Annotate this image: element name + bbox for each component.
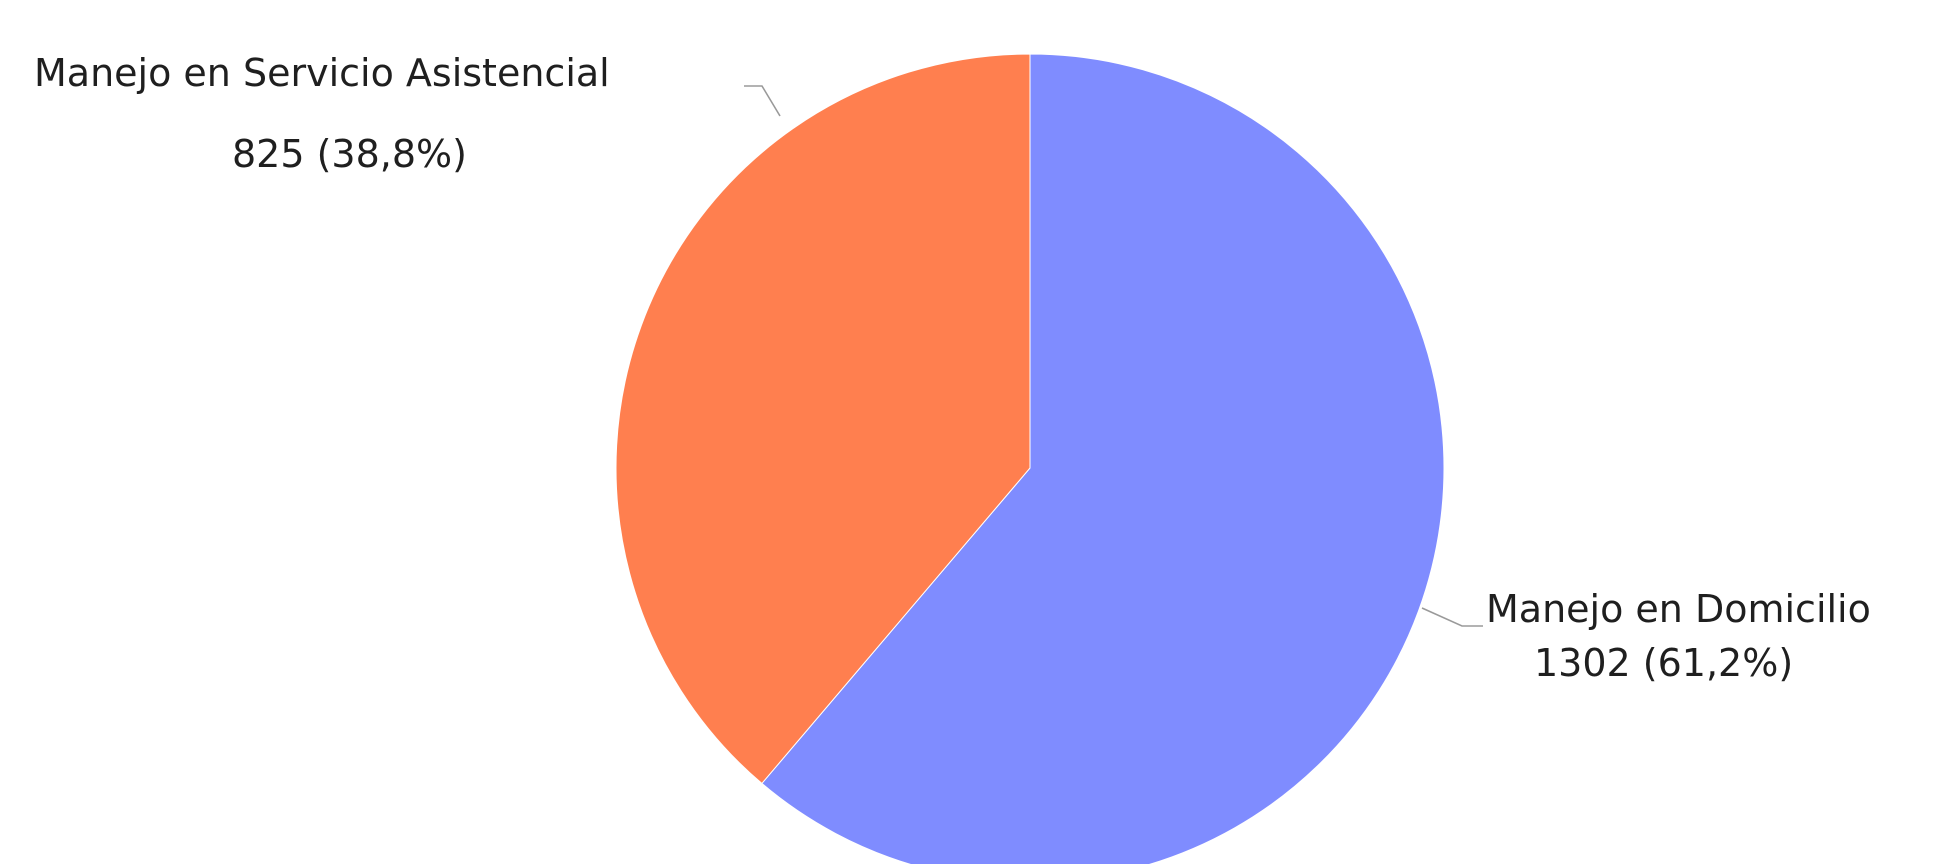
pie-slice-manejo-en-domicilio (761, 53, 1445, 864)
slice-value-domicilio: 1302 (61,2%) (1534, 641, 1793, 685)
leader-line-domicilio (1421, 607, 1483, 627)
pie-slice-manejo-en-servicio-asistencial (615, 53, 1031, 785)
slice-label-domicilio: Manejo en Domicilio (1486, 587, 1871, 631)
slice-label-servicio: Manejo en Servicio Asistencial (34, 51, 610, 95)
pie-slices (615, 53, 1445, 864)
slice-value-servicio: 825 (38,8%) (232, 132, 467, 176)
leader-line-servicio (744, 85, 781, 117)
